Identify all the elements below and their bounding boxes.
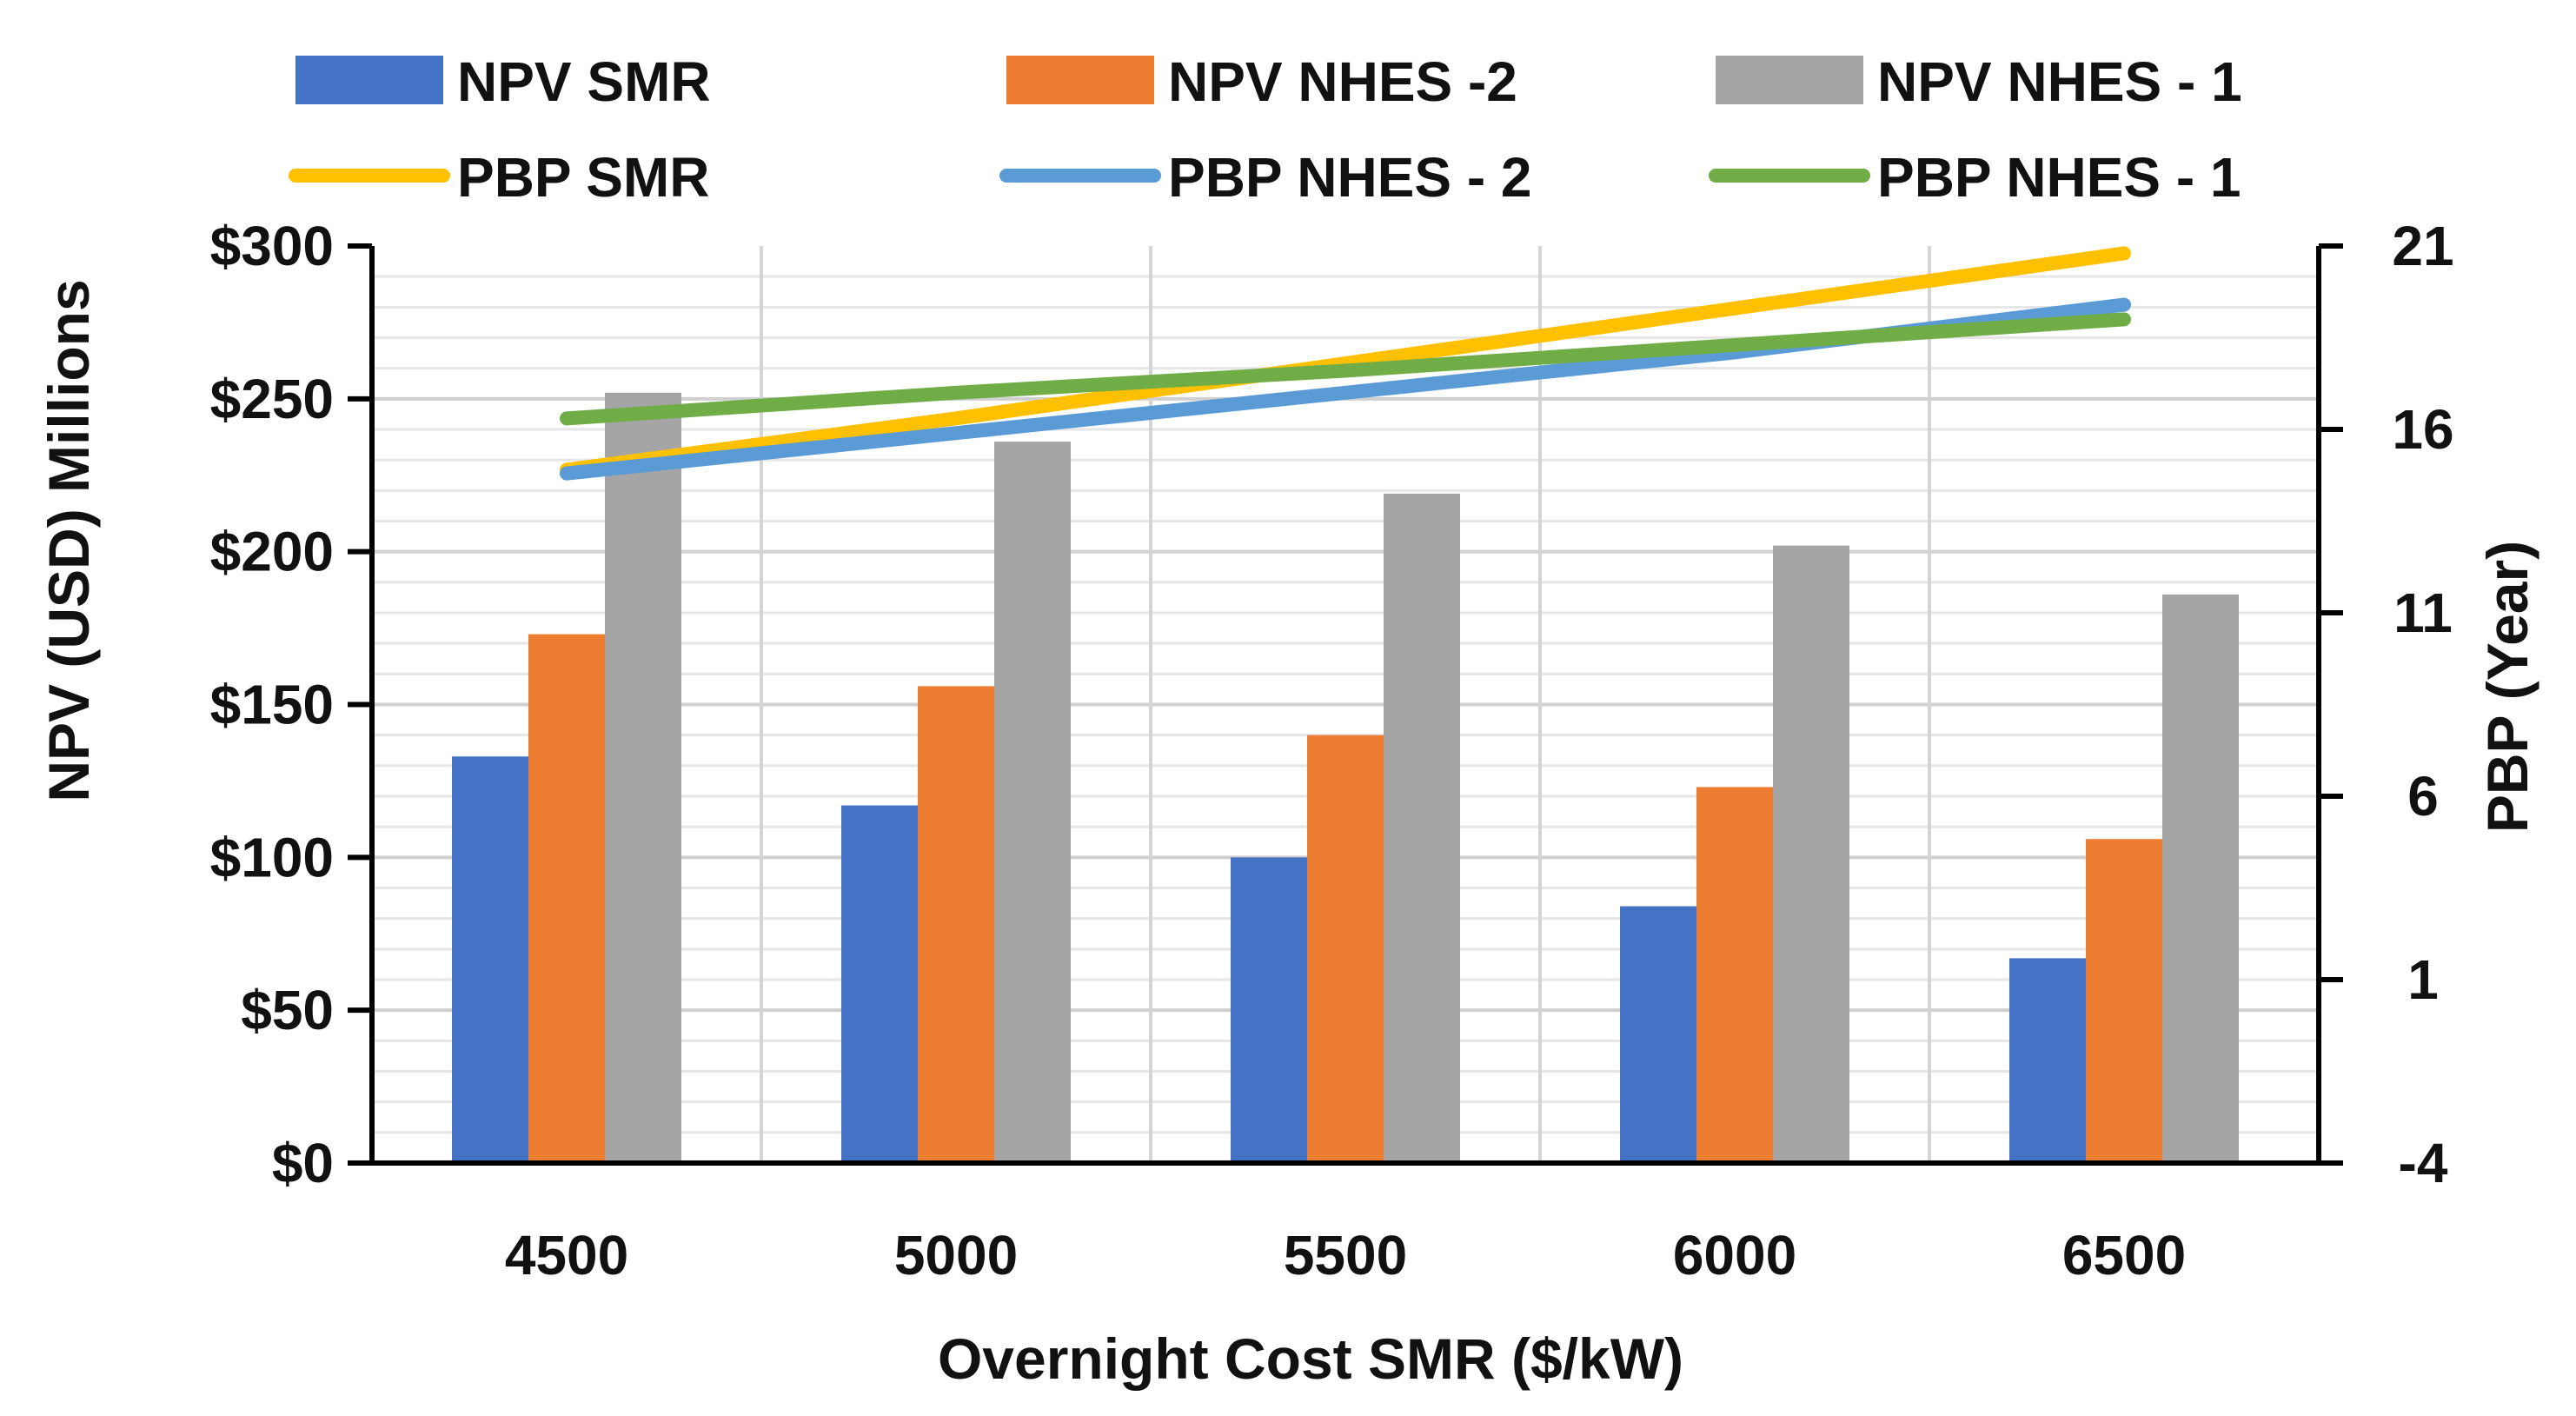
y2-tick-label: 16 xyxy=(2392,398,2453,461)
y-tick-label: $250 xyxy=(210,368,334,430)
legend-label: PBP NHES - 1 xyxy=(1877,146,2241,209)
y2-tick-label: 11 xyxy=(2393,582,2453,644)
y-tick-label: $300 xyxy=(210,215,334,277)
bar xyxy=(1773,545,1849,1163)
legend-swatch xyxy=(1006,56,1154,104)
bar xyxy=(918,686,994,1163)
y2-axis-title: PBP (Year) xyxy=(2475,541,2539,833)
x-tick-label: 4500 xyxy=(505,1224,628,1286)
y-tick-label: $200 xyxy=(210,521,334,583)
y-tick-label: $150 xyxy=(210,674,334,736)
axes xyxy=(348,243,2343,1166)
legend-label: NPV NHES - 1 xyxy=(1877,50,2242,113)
bar xyxy=(528,634,605,1163)
bar xyxy=(1307,735,1384,1163)
bar xyxy=(1696,787,1773,1163)
x-tick-label: 6000 xyxy=(1673,1224,1796,1286)
legend-label: PBP SMR xyxy=(457,146,709,209)
bar xyxy=(1384,493,1460,1163)
y-tick-label: $0 xyxy=(272,1132,334,1194)
series-line xyxy=(560,312,2131,426)
legend-label: PBP NHES - 2 xyxy=(1168,146,1532,209)
y2-tick-label: 21 xyxy=(2392,215,2453,277)
bar xyxy=(2009,958,2086,1163)
y-tick-label: $100 xyxy=(210,826,334,888)
bar xyxy=(2086,839,2162,1163)
bar xyxy=(1620,906,1696,1163)
y2-tick-label: -4 xyxy=(2399,1132,2448,1194)
y2-tick-label: 6 xyxy=(2407,765,2439,828)
bar xyxy=(452,756,528,1163)
x-tick-label: 5500 xyxy=(1284,1224,1407,1286)
bar xyxy=(994,442,1071,1164)
bar xyxy=(1231,857,1307,1163)
legend-label: NPV SMR xyxy=(457,50,711,113)
y-tick-label: $50 xyxy=(241,979,334,1041)
legend-swatch xyxy=(1716,56,1863,104)
bar xyxy=(841,805,918,1163)
y-axis-title: NPV (USD) Millions xyxy=(37,279,101,801)
x-axis-title: Overnight Cost SMR ($/kW) xyxy=(938,1326,1683,1391)
pbp-lines xyxy=(560,246,2131,481)
bar xyxy=(605,392,681,1163)
bar xyxy=(2162,594,2239,1163)
y2-tick-label: 1 xyxy=(2407,948,2439,1011)
legend-swatch xyxy=(295,56,443,104)
legend: NPV SMR NPV NHES -2 NPV NHES - 1 PBP SMR PBP… xyxy=(289,50,2242,209)
legend-label: NPV NHES -2 xyxy=(1168,50,1517,113)
x-tick-label: 5000 xyxy=(894,1224,1018,1286)
series-line xyxy=(560,246,2131,477)
x-tick-label: 6500 xyxy=(2062,1224,2186,1286)
bars xyxy=(452,392,2239,1164)
